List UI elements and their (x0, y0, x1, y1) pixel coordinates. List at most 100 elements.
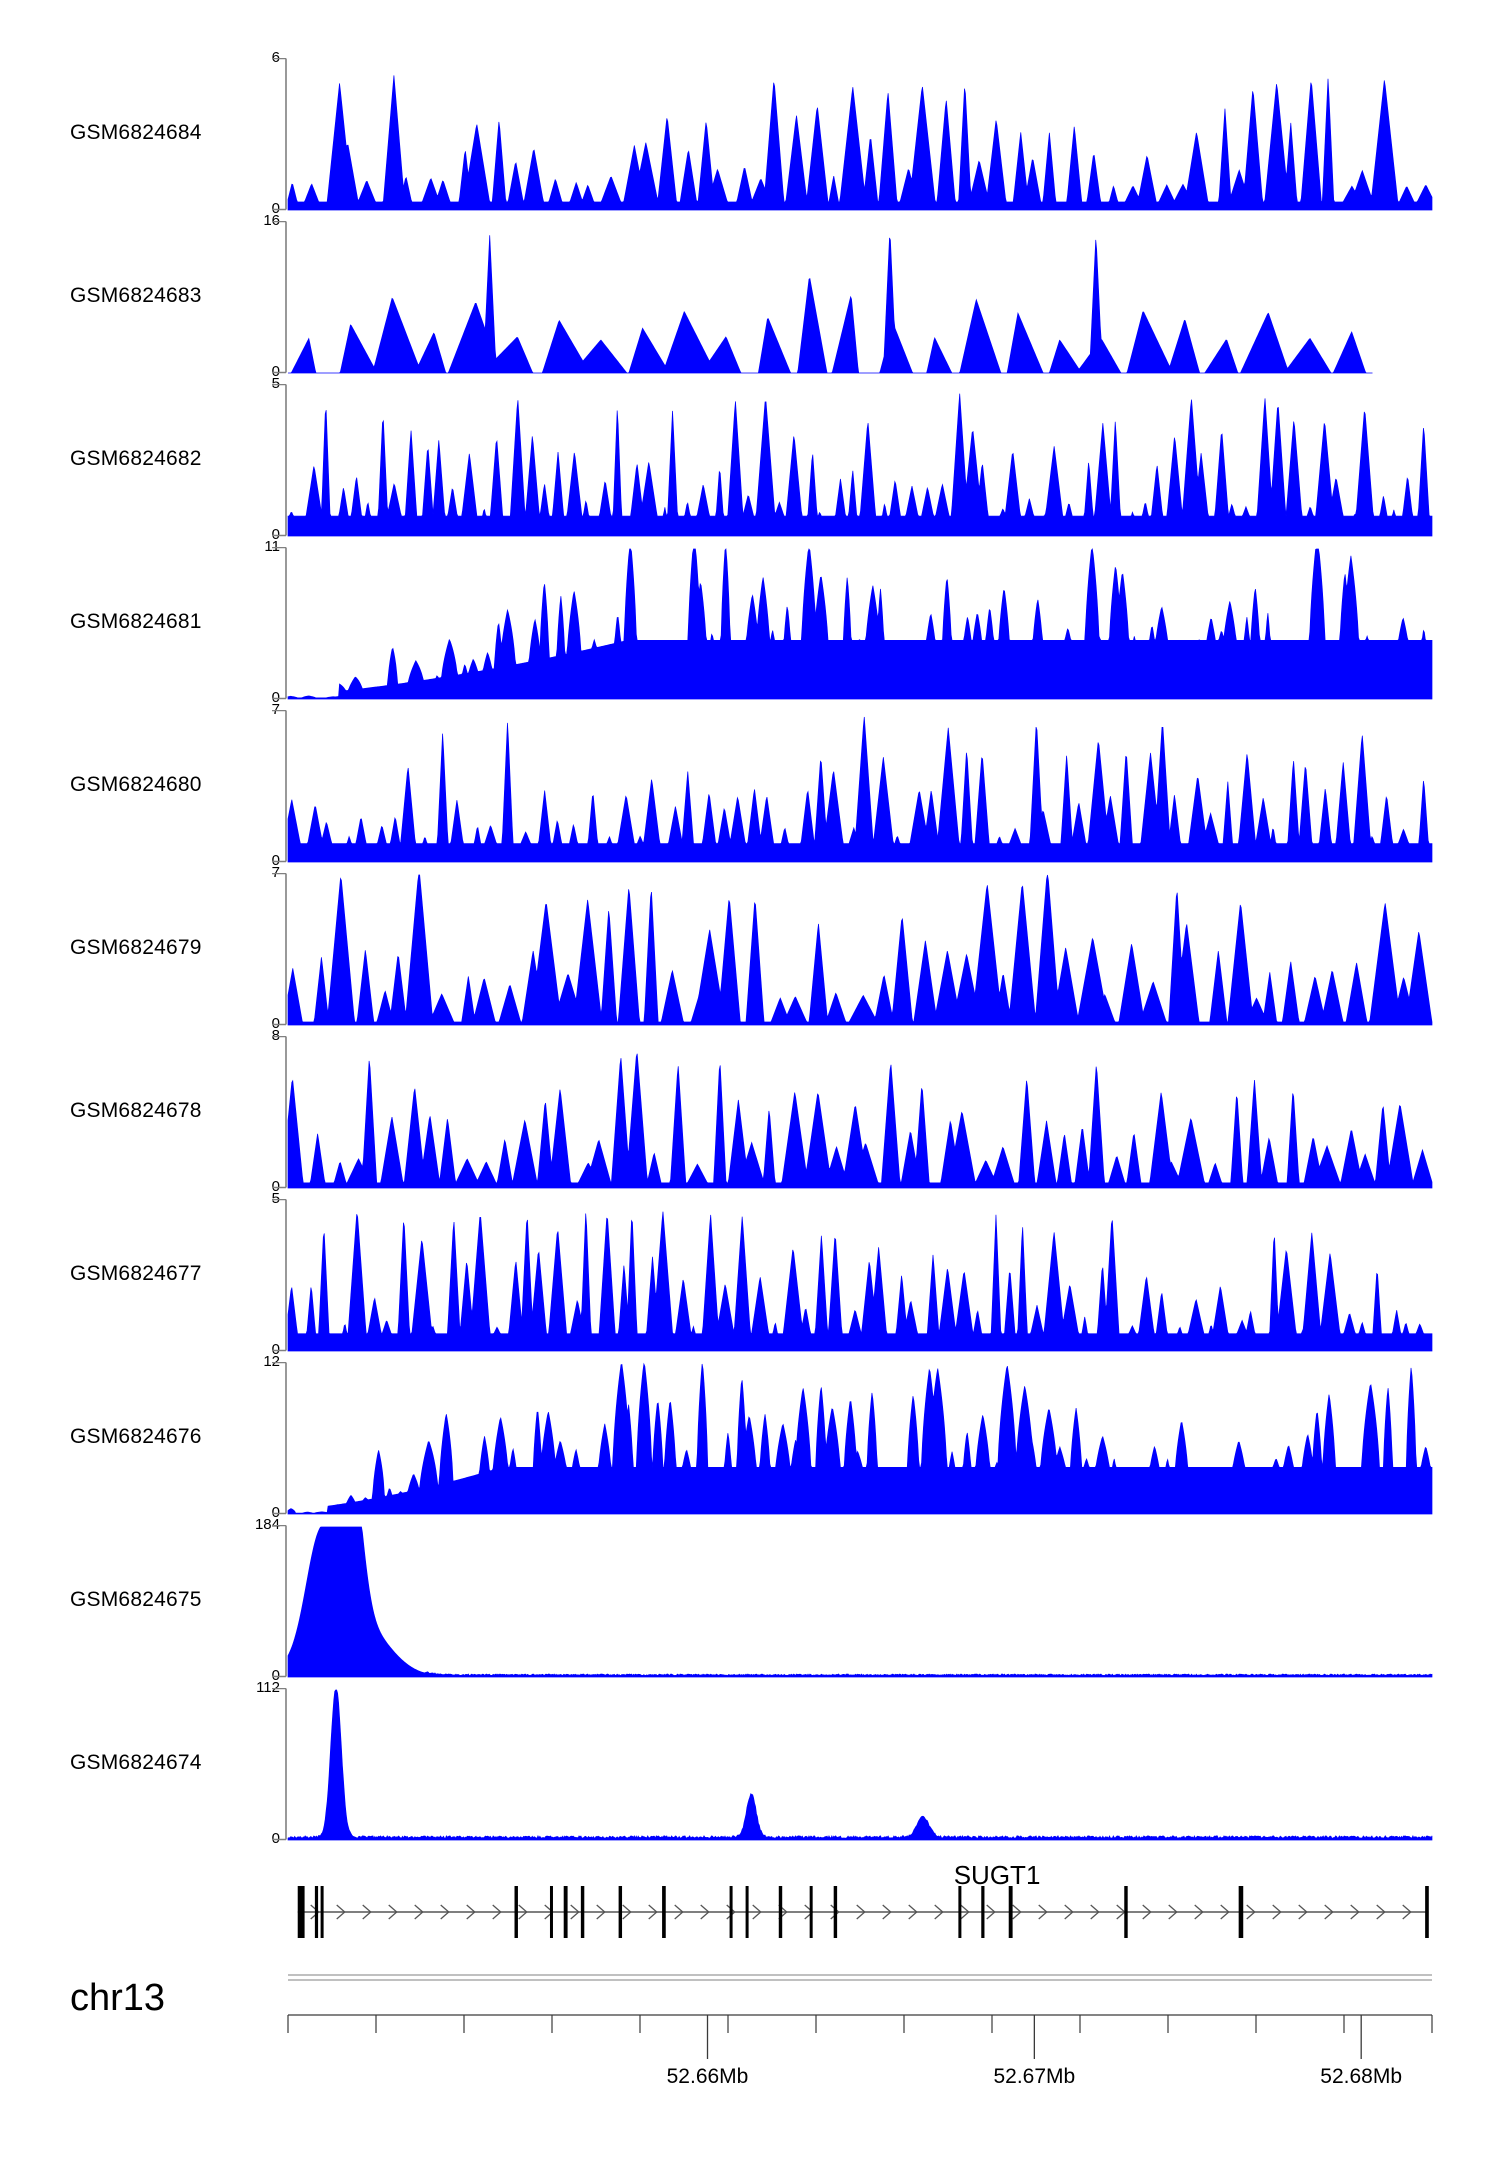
track-sample-label: GSM6824678 (70, 1099, 202, 1122)
exon[interactable] (1425, 1886, 1429, 1938)
track-y-axis (272, 384, 287, 537)
track-ymin-label: 0 (271, 1341, 280, 1358)
exon[interactable] (778, 1886, 783, 1938)
ruler-position-label: 52.67Mb (993, 2065, 1076, 2088)
coverage-track-gsm6824679[interactable]: GSM6824679 7 0 (0, 864, 1500, 1032)
strand-arrow-icon (336, 1904, 346, 1920)
coverage-area (287, 1211, 1433, 1352)
strand-arrow-icon (1012, 1904, 1022, 1920)
coverage-track-gsm6824680[interactable]: GSM6824680 7 0 (0, 701, 1500, 869)
coverage-track-gsm6824681[interactable]: GSM6824681 11 0 (0, 538, 1500, 706)
track-y-axis (272, 1199, 287, 1352)
coverage-track-gsm6824678[interactable]: GSM6824678 8 0 (0, 1027, 1500, 1195)
track-plot-svg (272, 58, 1433, 211)
strand-arrow-icon (492, 1904, 502, 1920)
coverage-track-gsm6824675[interactable]: GSM6824675 184 0 (0, 1516, 1500, 1684)
track-y-axis (272, 873, 287, 1026)
track-y-axis (272, 710, 287, 863)
coverage-area (287, 393, 1433, 537)
coverage-area (287, 1689, 1433, 1841)
exon[interactable] (729, 1886, 733, 1938)
track-y-axis (272, 547, 287, 700)
gene-annotation-track[interactable]: SUGT1 (0, 1860, 1500, 1950)
track-ymax-label: 5 (271, 1190, 280, 1207)
track-y-axis (272, 58, 287, 211)
exon[interactable] (549, 1886, 553, 1938)
strand-arrow-icon (362, 1904, 372, 1920)
track-ymin-label: 0 (271, 526, 280, 543)
coverage-track-gsm6824684[interactable]: GSM6824684 6 0 (0, 49, 1500, 217)
ruler-svg[interactable] (0, 1955, 1500, 2075)
strand-arrow-icon (1246, 1904, 1256, 1920)
coverage-track-gsm6824682[interactable]: GSM6824682 5 0 (0, 375, 1500, 543)
coverage-track-gsm6824677[interactable]: GSM6824677 5 0 (0, 1190, 1500, 1358)
track-plot-svg (272, 1199, 1433, 1352)
ruler-position-label: 52.68Mb (1320, 2065, 1403, 2088)
exon[interactable] (833, 1886, 838, 1938)
track-ymax-label: 184 (254, 1516, 280, 1533)
exon[interactable] (809, 1886, 813, 1938)
track-ymax-label: 12 (263, 1353, 280, 1370)
track-sample-label: GSM6824676 (70, 1425, 202, 1448)
strand-arrow-icon (934, 1904, 944, 1920)
exon[interactable] (1124, 1886, 1128, 1938)
exon[interactable] (563, 1886, 568, 1938)
track-ymin-label: 0 (271, 1830, 280, 1847)
track-plot-svg (272, 221, 1373, 374)
strand-arrow-icon (1298, 1904, 1308, 1920)
strand-arrow-icon (1142, 1904, 1152, 1920)
coverage-area (287, 75, 1433, 211)
track-ymin-label: 0 (271, 1504, 280, 1521)
track-sample-label: GSM6824674 (70, 1751, 202, 1774)
track-plot-svg (272, 547, 1433, 700)
exon[interactable] (320, 1886, 324, 1938)
exon[interactable] (314, 1886, 319, 1938)
track-ymax-label: 7 (271, 701, 280, 718)
exon[interactable] (580, 1886, 585, 1938)
coverage-track-gsm6824676[interactable]: GSM6824676 12 0 (0, 1353, 1500, 1521)
exon[interactable] (1008, 1886, 1013, 1938)
exon[interactable] (514, 1886, 518, 1938)
strand-arrow-icon (440, 1904, 450, 1920)
strand-arrow-icon (388, 1904, 398, 1920)
strand-arrow-icon (1090, 1904, 1100, 1920)
track-y-axis (272, 1362, 287, 1515)
exon[interactable] (1238, 1886, 1244, 1938)
track-ymax-label: 8 (271, 1027, 280, 1044)
exon[interactable] (297, 1886, 305, 1938)
strand-arrow-icon (1272, 1904, 1282, 1920)
chromosome-label: chr13 (70, 1977, 166, 2019)
gene-name-label: SUGT1 (953, 1860, 1041, 1890)
strand-arrow-icon (752, 1904, 762, 1920)
gene-model-svg[interactable] (0, 1860, 1500, 1950)
exon[interactable] (981, 1886, 985, 1938)
strand-arrow-icon (1220, 1904, 1230, 1920)
exon[interactable] (662, 1886, 666, 1938)
track-plot-svg (272, 873, 1433, 1026)
exon[interactable] (618, 1886, 623, 1938)
exon[interactable] (958, 1886, 962, 1938)
coverage-area (287, 1362, 1433, 1515)
strand-arrow-icon (674, 1904, 684, 1920)
track-plot-svg (272, 710, 1433, 863)
strand-arrow-icon (908, 1904, 918, 1920)
coverage-track-gsm6824683[interactable]: GSM6824683 16 0 (0, 212, 1500, 380)
track-y-axis (272, 221, 287, 374)
strand-arrow-icon (882, 1904, 892, 1920)
strand-arrow-icon (648, 1904, 658, 1920)
strand-arrow-icon (1194, 1904, 1204, 1920)
track-ymin-label: 0 (271, 1015, 280, 1032)
exon[interactable] (745, 1886, 749, 1938)
track-ymax-label: 112 (256, 1679, 280, 1696)
strand-arrow-icon (726, 1904, 736, 1920)
coverage-area (287, 1053, 1433, 1189)
strand-arrow-icon (570, 1904, 580, 1920)
strand-arrow-icon (466, 1904, 476, 1920)
strand-arrow-icon (622, 1904, 632, 1920)
genome-ruler-track[interactable]: chr13 52.66Mb 52.67Mb 52.68Mb (0, 1955, 1500, 2135)
coverage-track-gsm6824674[interactable]: GSM6824674 112 0 (0, 1679, 1500, 1847)
track-ymin-label: 0 (271, 363, 280, 380)
strand-arrow-icon (856, 1904, 866, 1920)
strand-arrow-icon (1376, 1904, 1386, 1920)
track-plot-svg (272, 1036, 1433, 1189)
